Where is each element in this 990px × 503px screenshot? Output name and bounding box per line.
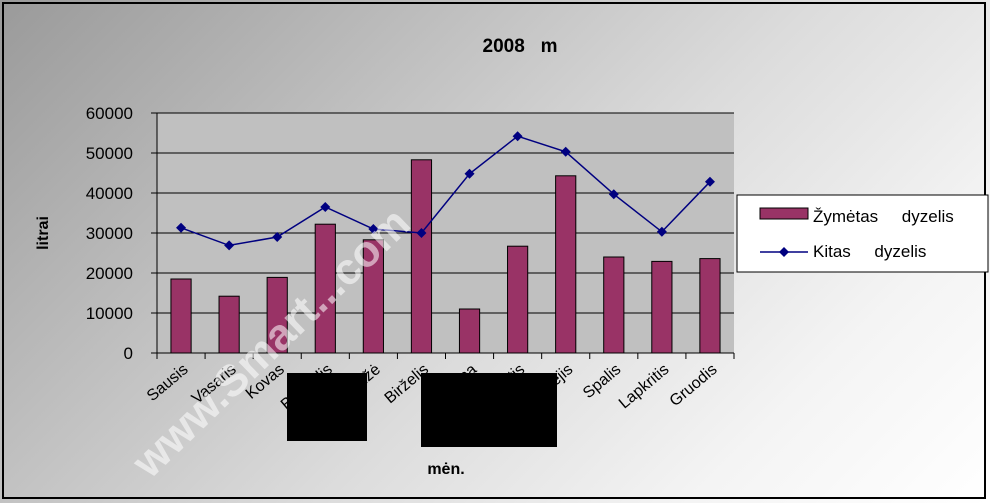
bar — [410, 159, 433, 354]
bar — [458, 308, 481, 354]
legend: Žymėtas dyzelis Kitas dyzelis — [736, 194, 989, 273]
grid-lines — [157, 112, 734, 314]
x-tick-label: Gruodis — [667, 361, 721, 410]
bar — [555, 175, 577, 354]
line-point — [608, 189, 619, 200]
y-tick-label: 30000 — [86, 224, 133, 243]
line-point — [464, 168, 475, 179]
redaction-box — [421, 373, 557, 447]
redaction-box — [287, 373, 367, 441]
line-point — [176, 222, 187, 233]
y-tick-label: 0 — [124, 344, 133, 363]
chart-title: 2008 m — [483, 36, 558, 57]
line-point — [416, 228, 427, 238]
y-axis-label: litrai — [35, 216, 52, 250]
bar — [603, 256, 625, 354]
line-point — [656, 226, 667, 237]
line-point — [272, 232, 283, 242]
legend-swatch-bar — [759, 207, 809, 220]
line-point — [224, 240, 235, 251]
line-point — [368, 224, 379, 234]
line-point — [320, 202, 331, 212]
line-point — [704, 176, 715, 187]
y-tick-label: 50000 — [86, 144, 133, 163]
x-axis-label: mėn. — [427, 461, 464, 478]
line-point — [560, 146, 571, 157]
y-tick-label: 40000 — [86, 184, 133, 203]
legend-label-line: Kitas dyzelis — [813, 242, 926, 261]
line-point — [512, 131, 523, 142]
y-tick-label: 20000 — [86, 264, 133, 283]
bar-series — [170, 159, 721, 354]
redaction-boxes — [287, 373, 557, 447]
legend-label-bar: Žymėtas dyzelis — [813, 207, 954, 226]
legend-swatch-marker — [779, 247, 789, 257]
line-series — [176, 131, 715, 251]
bar — [170, 278, 192, 354]
series-line — [180, 135, 711, 247]
bar — [651, 260, 673, 354]
axes — [151, 112, 735, 359]
x-tick-label: Lapkritis — [616, 361, 673, 412]
y-tick-labels: 0 10000 20000 30000 40000 50000 60000 — [86, 104, 133, 363]
x-tick-label: Spalis — [580, 361, 624, 402]
y-tick-label: 10000 — [86, 304, 133, 323]
y-tick-label: 60000 — [86, 104, 133, 123]
bar — [699, 258, 721, 354]
bar — [507, 245, 529, 354]
